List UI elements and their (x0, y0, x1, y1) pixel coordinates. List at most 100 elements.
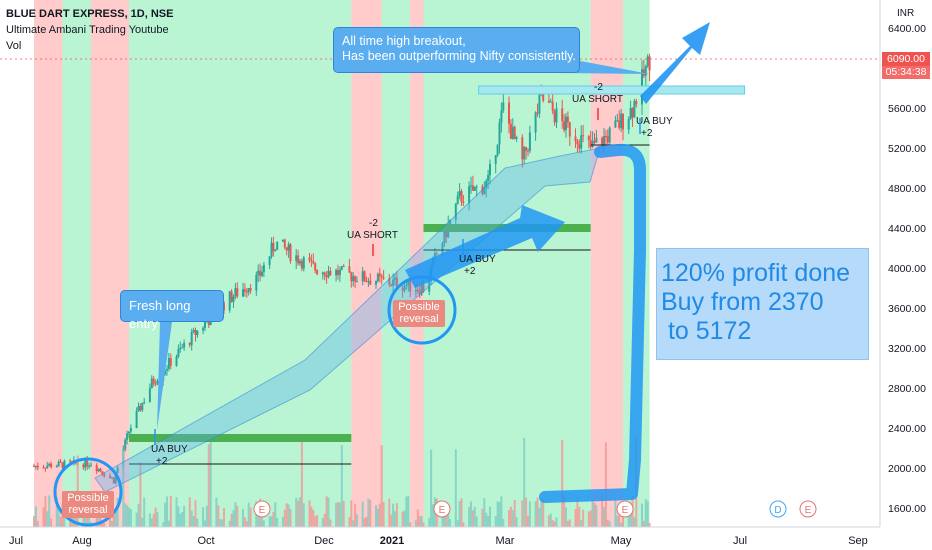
volume-bar (308, 500, 311, 527)
signal-count: +2 (156, 456, 168, 467)
candle-body (141, 402, 144, 411)
candle-body (88, 465, 91, 467)
candle-body (441, 243, 444, 255)
volume-bar (221, 519, 224, 527)
volume-bar (316, 515, 319, 527)
volume-bar (422, 522, 425, 527)
volume-bar (568, 519, 571, 527)
volume-bar (473, 506, 476, 527)
candle-body (152, 378, 155, 384)
candle-body (593, 140, 596, 143)
candle-body (48, 463, 51, 466)
volume-bar (407, 495, 410, 527)
candle-body (405, 285, 408, 287)
earnings-marker: E (616, 500, 634, 518)
candle-body (528, 132, 531, 151)
candle-body (407, 278, 410, 286)
candle-body (565, 116, 567, 131)
candle-body (57, 461, 60, 467)
volume-bar (405, 496, 408, 527)
profit-annotation[interactable]: 120% profit done Buy from 2370 to 5172 (656, 248, 869, 360)
volume-bar (603, 506, 605, 527)
candle-body (449, 219, 452, 224)
candle-body (223, 302, 225, 311)
volume-bar (139, 462, 142, 527)
volume-bar (622, 508, 624, 527)
candle-body (582, 135, 585, 137)
candle-body (563, 121, 566, 131)
candle-body (285, 247, 288, 251)
candle-body (63, 460, 66, 468)
x-tick-label: 2021 (380, 535, 404, 547)
candle-body (340, 265, 343, 270)
candle-body (188, 342, 191, 345)
fresh-long-callout[interactable]: Fresh long entry (120, 290, 224, 331)
candle-body (261, 272, 263, 276)
volume-bar (223, 508, 225, 527)
candle-body (468, 186, 471, 203)
currency-label: INR (897, 8, 915, 19)
volume-bar (443, 507, 446, 527)
symbol-title: BLUE DART EXPRESS, 1D, NSE (6, 8, 174, 20)
volume-bar (283, 509, 286, 527)
volume-bar (162, 522, 165, 527)
candle-body (249, 287, 252, 291)
volume-bar (234, 502, 237, 527)
candle-body (167, 358, 170, 369)
candle-body (395, 277, 398, 289)
volume-bar (416, 509, 419, 527)
volume-bar (342, 500, 345, 527)
candle-body (59, 461, 62, 463)
y-tick-label: 4800.00 (888, 183, 926, 195)
candle-body (420, 284, 423, 295)
candle-body (274, 249, 277, 252)
volume-bar (122, 450, 125, 527)
reversal-box-2: Possible reversal (393, 300, 445, 327)
candle-body (192, 330, 195, 332)
candle-body (166, 368, 168, 371)
candle-body (633, 100, 636, 118)
volume-bar (502, 518, 505, 527)
volume-bar (523, 437, 526, 527)
breakout-callout[interactable]: All time high breakout, Has been outperf… (333, 27, 580, 73)
candle-body (268, 256, 271, 265)
candle-body (194, 330, 197, 335)
candle-body (164, 370, 167, 375)
volume-bar (310, 506, 313, 527)
candle-body (86, 459, 89, 467)
candle-body (283, 239, 286, 248)
volume-bar (542, 499, 545, 527)
volume-bar (188, 497, 191, 527)
candle-body (148, 388, 151, 402)
signal-label: UA SHORT (347, 230, 398, 241)
volume-bar (228, 520, 231, 527)
candle-body (103, 474, 106, 476)
candle-body (135, 411, 138, 429)
volume-bar (494, 516, 497, 527)
candle-body (551, 101, 554, 112)
volume-bar (114, 507, 117, 527)
candle-body (601, 137, 604, 146)
candle-body (521, 137, 524, 160)
volume-bar (641, 503, 643, 527)
bearish-zone (91, 0, 129, 527)
volume-bar (538, 507, 541, 527)
volume-bar (164, 502, 167, 527)
volume-bar (59, 516, 62, 527)
candle-body (542, 90, 545, 101)
volume-bar (460, 498, 463, 527)
candle-body (428, 277, 431, 292)
x-tick-label: Dec (314, 535, 334, 547)
candle-body (232, 296, 235, 302)
candle-body (369, 280, 372, 285)
candle-body (34, 465, 37, 467)
candle-body (616, 120, 619, 122)
dividend-marker: D (769, 500, 787, 518)
volume-bar (150, 518, 153, 527)
volume-bar (57, 506, 60, 527)
candle-body (321, 272, 324, 275)
reversal-circle (387, 275, 457, 345)
candle-body (527, 150, 529, 152)
candle-body (511, 126, 514, 139)
